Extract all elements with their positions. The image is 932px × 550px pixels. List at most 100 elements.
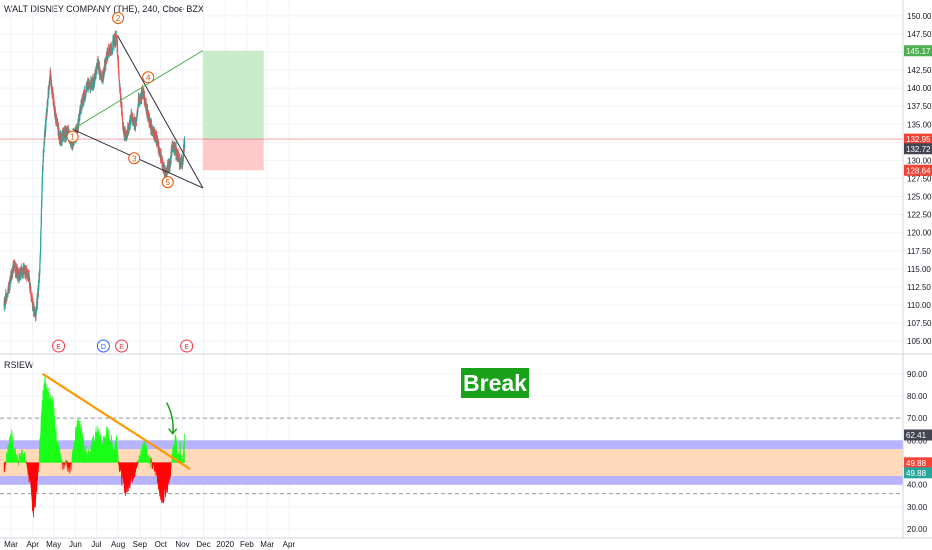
rsi-tick-label: 30.00	[907, 503, 928, 512]
candle-body	[133, 118, 135, 126]
price-tick-label: 150.00	[907, 12, 932, 21]
candle-body	[35, 309, 37, 315]
x-tick-label: Sep	[133, 540, 148, 549]
rsi-mid-badge-bg	[904, 457, 932, 469]
price-tick-label: 147.50	[907, 30, 932, 39]
price-tick-label: 110.00	[907, 301, 931, 310]
candle-body	[145, 99, 147, 106]
event-marker-label: D	[101, 344, 106, 351]
candle-body	[129, 122, 131, 126]
candle-body	[142, 88, 144, 95]
price-tick-label: 105.00	[907, 337, 932, 346]
stop-price-badge-bg	[904, 164, 932, 176]
candle-body	[118, 65, 120, 72]
wave-marker	[128, 152, 141, 165]
x-tick-label: Nov	[175, 540, 189, 549]
candle-body	[121, 106, 123, 115]
candle-body	[131, 113, 133, 119]
price-tick-label: 140.00	[907, 84, 932, 93]
candle-body	[40, 215, 42, 226]
price-tick-label: 115.00	[907, 265, 931, 274]
candle-body	[40, 225, 42, 231]
event-marker-label: E	[184, 344, 189, 351]
price-tick-label: 122.50	[907, 211, 932, 220]
event-marker-label: E	[119, 344, 124, 351]
rsi-tick-label: 90.00	[907, 370, 928, 379]
price-tick-label: 125.00	[907, 193, 932, 202]
target-price-badge: 145.17	[906, 47, 931, 56]
price-tick-label: 142.50	[907, 66, 932, 75]
price-tick-label: 137.50	[907, 102, 932, 111]
indicator-title: RSIEW	[4, 360, 34, 370]
candle-body	[123, 126, 125, 128]
price-tick-label: 107.50	[907, 319, 932, 328]
x-tick-label: Jul	[91, 540, 101, 549]
wedge-upper-line	[116, 35, 204, 189]
rsi-upper-badge-bg	[904, 429, 932, 441]
candle-body	[44, 126, 46, 136]
position-zones	[0, 50, 903, 171]
wave-label: 1	[70, 133, 75, 142]
candle-body	[159, 148, 161, 150]
event-marker	[96, 339, 110, 353]
candle-body	[179, 158, 181, 159]
wave-label: 2	[116, 14, 121, 23]
candle-body	[9, 280, 11, 287]
candle-body	[41, 177, 43, 183]
x-tick-label: 2020	[216, 540, 234, 549]
event-marker	[52, 339, 66, 353]
candle-body	[41, 191, 43, 199]
candle-body	[40, 234, 42, 249]
candle-body	[5, 297, 7, 302]
candle-body	[126, 138, 128, 140]
wave-label: 3	[132, 154, 137, 163]
candle-body	[40, 207, 43, 216]
event-marker	[115, 339, 129, 353]
wave-marker	[161, 176, 174, 189]
chart-title: WALT DISNEY COMPANY (THE), 240, Cboe BZX	[4, 4, 204, 14]
x-tick-label: Apr	[26, 540, 39, 549]
candle-body	[96, 66, 98, 70]
price-tick-label: 120.00	[907, 229, 932, 238]
rsi-mid-badge: 49.88	[906, 459, 927, 468]
price-tick-label: 127.50	[907, 175, 932, 184]
last-price-badge-bg	[904, 143, 932, 155]
rsi-lower-badge-bg	[904, 467, 932, 479]
price-tick-label: 112.50	[907, 283, 931, 292]
candle-body	[112, 40, 114, 48]
candle-body	[48, 86, 50, 88]
candle-body	[170, 153, 172, 163]
candle-body	[38, 283, 40, 291]
candle-body	[134, 123, 136, 127]
x-tick-label: Aug	[111, 540, 125, 549]
candle-body	[8, 285, 10, 290]
rsi-upper-badge: 62.41	[906, 431, 927, 440]
price-tick-label: 135.00	[907, 120, 932, 129]
price-tick-label: 117.50	[907, 247, 931, 256]
candle-body	[79, 108, 81, 118]
candle-body	[48, 88, 50, 95]
break-annotation: Break	[461, 368, 529, 398]
candle-body	[84, 89, 86, 96]
rsi-tick-label: 80.00	[907, 392, 928, 401]
rsi-tick-label: 40.00	[907, 481, 928, 490]
rsi-band	[0, 475, 903, 485]
rsi-bands	[0, 417, 903, 495]
candle-body	[65, 135, 67, 138]
candle-body	[38, 273, 41, 278]
candle-body	[136, 118, 138, 122]
stop-price-badge: 128.64	[906, 166, 931, 175]
event-marker-label: E	[56, 344, 61, 351]
event-marker	[180, 339, 194, 353]
rsi-trendline	[41, 372, 191, 471]
candle-body	[21, 268, 23, 273]
candle-body	[184, 140, 186, 148]
x-tick-label: Dec	[196, 540, 210, 549]
wave-marker	[66, 130, 79, 143]
x-tick-label: Apr	[283, 540, 296, 549]
rsi-tick-label: 70.00	[907, 414, 928, 423]
candle-body	[39, 255, 41, 260]
candle-body	[117, 60, 120, 66]
